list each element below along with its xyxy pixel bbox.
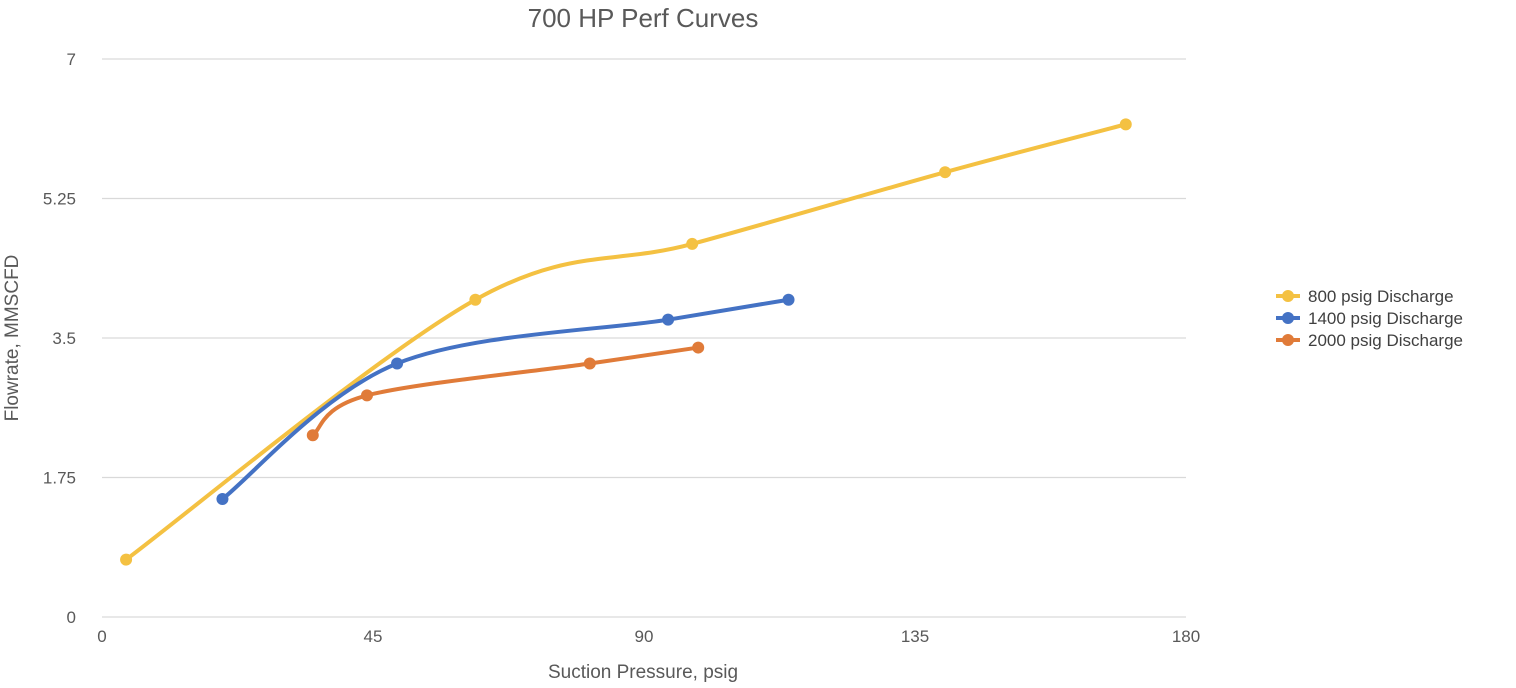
- chart-title: 700 HP Perf Curves: [528, 3, 759, 33]
- x-tick-label: 90: [635, 627, 654, 646]
- data-point: [692, 341, 705, 354]
- x-tick-label: 135: [901, 627, 929, 646]
- legend-label: 1400 psig Discharge: [1308, 309, 1463, 328]
- y-tick-label: 7: [67, 50, 76, 69]
- y-tick-label: 5.25: [43, 190, 76, 209]
- data-point: [782, 293, 795, 306]
- data-point: [360, 389, 373, 402]
- series-1: [216, 293, 795, 506]
- data-point: [216, 493, 229, 506]
- data-point: [1119, 118, 1132, 131]
- y-tick-label: 0: [67, 608, 76, 627]
- x-axis-ticks: 0 45 90 135 180: [97, 627, 1200, 646]
- x-tick-label: 45: [364, 627, 383, 646]
- y-axis-title: Flowrate, MMSCFD: [2, 255, 23, 422]
- legend-item: 2000 psig Discharge: [1276, 331, 1463, 350]
- legend-marker: [1282, 334, 1294, 346]
- data-point: [120, 553, 133, 566]
- legend-label: 2000 psig Discharge: [1308, 331, 1463, 350]
- y-tick-label: 1.75: [43, 469, 76, 488]
- gridlines: [102, 58, 1186, 618]
- y-axis-ticks: 0 1.75 3.5 5.25 7: [43, 50, 76, 627]
- series-0: [120, 118, 1132, 566]
- legend-item: 1400 psig Discharge: [1276, 309, 1463, 328]
- data-point: [686, 237, 699, 250]
- data-point: [306, 429, 319, 442]
- legend: 800 psig Discharge 1400 psig Discharge 200…: [1276, 287, 1463, 350]
- series-line: [310, 345, 701, 438]
- x-axis-title: Suction Pressure, psig: [548, 662, 738, 683]
- legend-label: 800 psig Discharge: [1308, 287, 1454, 306]
- series-line: [220, 297, 791, 502]
- legend-marker: [1282, 312, 1294, 324]
- data-point: [391, 357, 404, 370]
- y-tick-label: 3.5: [52, 329, 76, 348]
- x-tick-label: 180: [1172, 627, 1200, 646]
- legend-marker: [1282, 290, 1294, 302]
- series-layer: [120, 118, 1132, 566]
- x-tick-label: 0: [97, 627, 106, 646]
- data-point: [583, 357, 596, 370]
- data-point: [662, 313, 675, 326]
- data-point: [939, 166, 952, 179]
- series-2: [306, 341, 705, 442]
- legend-item: 800 psig Discharge: [1276, 287, 1454, 306]
- data-point: [469, 293, 482, 306]
- series-line: [124, 122, 1128, 562]
